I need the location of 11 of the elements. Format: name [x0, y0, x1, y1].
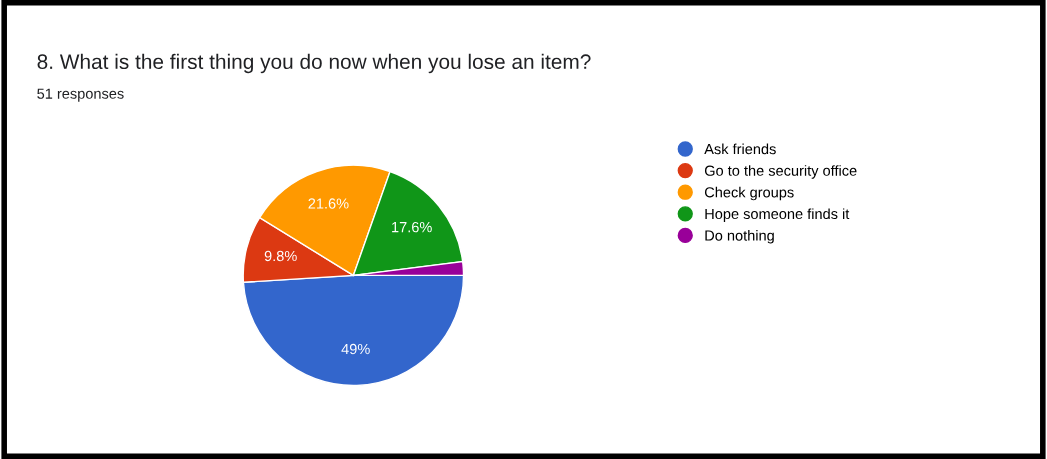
legend-label: Check groups: [704, 186, 794, 201]
data-label: 49%: [341, 343, 370, 355]
data-label: 17.6%: [392, 221, 432, 233]
chart-title: 8. What is the first thing you do now when you lose an item?: [37, 53, 591, 74]
legend-label: Ask friends: [704, 143, 776, 155]
legend-label: Do nothing: [705, 229, 774, 244]
legend-label: Go to the security office: [704, 165, 857, 179]
text: 51 responses: [37, 88, 124, 102]
data-label: 21.6%: [308, 198, 349, 209]
legend-label: Hope someone finds it: [705, 208, 850, 222]
data-label: 9.8%: [264, 250, 297, 262]
